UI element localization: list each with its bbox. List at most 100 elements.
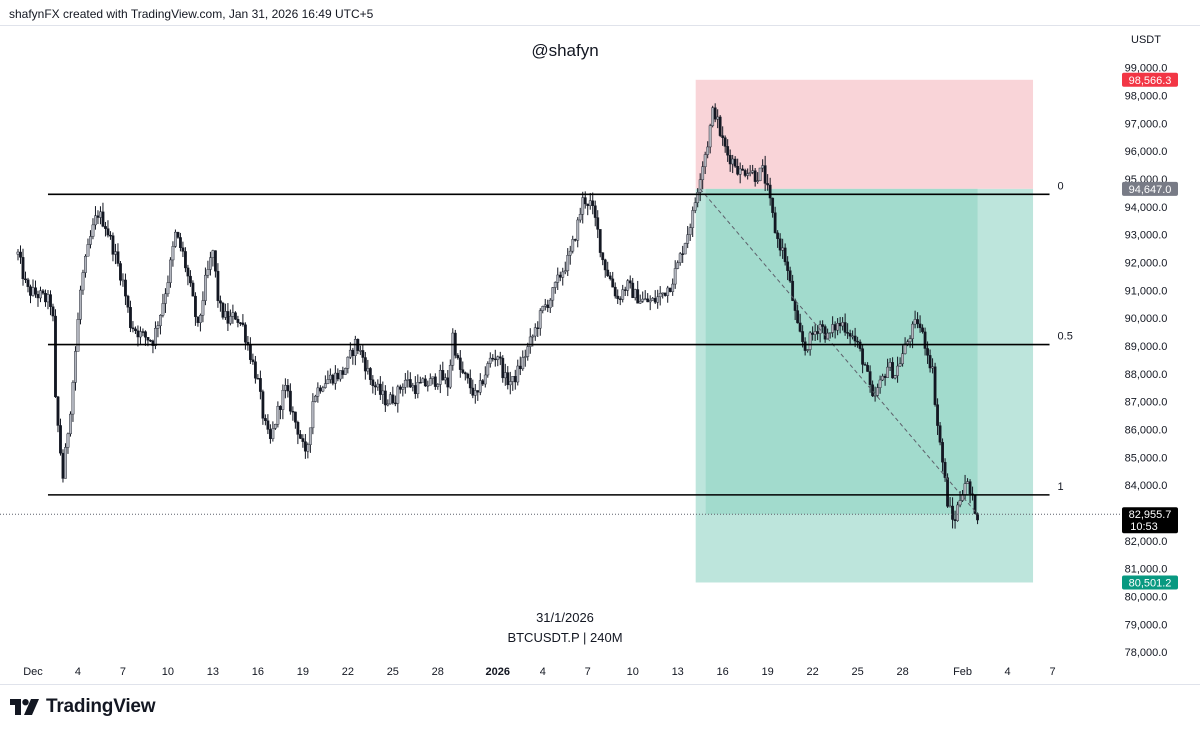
- candle-body: [79, 289, 82, 320]
- candle-body: [718, 116, 722, 136]
- candle: [496, 355, 500, 367]
- candle-body: [406, 379, 410, 381]
- candle-body: [91, 224, 95, 237]
- price-axis[interactable]: 78,000.0 79,000.0 80,000.0 81,000.0 82,000.0…: [1125, 63, 1168, 659]
- candle-body: [953, 519, 957, 521]
- candle: [336, 368, 340, 382]
- candle: [209, 251, 212, 276]
- candle: [651, 296, 655, 301]
- candle: [316, 382, 320, 403]
- candle-body: [156, 325, 160, 329]
- candle-body: [166, 282, 170, 295]
- candle: [786, 256, 790, 281]
- candle: [169, 257, 172, 288]
- tradingview-logo[interactable]: TradingView: [10, 696, 156, 718]
- candle: [366, 359, 370, 375]
- candle-body: [848, 333, 852, 337]
- candle-body: [376, 383, 380, 388]
- candle-body: [443, 377, 447, 381]
- candle-body: [948, 505, 952, 508]
- candle-body: [963, 483, 967, 496]
- candle-body: [209, 257, 212, 270]
- candle-body: [383, 390, 387, 406]
- candle-body: [403, 379, 407, 388]
- candle-body: [109, 234, 112, 237]
- candle-body: [331, 374, 335, 384]
- candle-body: [288, 390, 292, 412]
- candle: [363, 352, 367, 380]
- candle-body: [741, 168, 745, 171]
- candle: [406, 370, 410, 388]
- candle-body: [888, 362, 892, 368]
- axis-currency-label: USDT: [1131, 34, 1161, 46]
- candle-body: [913, 319, 917, 325]
- candle: [358, 345, 362, 356]
- candle-body: [901, 353, 904, 365]
- candle: [518, 356, 522, 376]
- candle-body: [743, 170, 747, 176]
- candle-body: [511, 376, 515, 382]
- candle-body: [428, 378, 432, 386]
- candle-body: [836, 323, 840, 331]
- candle-body: [421, 378, 425, 383]
- candle: [936, 398, 939, 435]
- candle: [856, 336, 860, 348]
- candle-body: [573, 239, 577, 241]
- candle: [683, 242, 687, 255]
- candle: [691, 206, 695, 238]
- candle: [516, 359, 520, 386]
- candle-body: [633, 289, 637, 298]
- candle: [708, 123, 712, 154]
- candle-body: [306, 444, 310, 452]
- time-axis[interactable]: Dec 4 7 10 13 16 19 22 25 28 2026 4 7 10 13 16 19 22 25 28 F…: [23, 666, 1055, 678]
- candle: [99, 206, 102, 225]
- candle-body: [711, 107, 715, 126]
- candle-body: [943, 462, 947, 478]
- candle-body: [273, 424, 277, 429]
- candle-body: [481, 380, 485, 385]
- candle: [756, 172, 760, 184]
- fib-level-label: 0.5: [1058, 331, 1073, 343]
- candle-body: [184, 251, 187, 269]
- candle: [581, 191, 585, 224]
- candle: [553, 281, 557, 294]
- candle: [29, 284, 32, 304]
- candle: [766, 174, 770, 191]
- candle: [164, 288, 167, 313]
- price-tag-bg: [1122, 72, 1178, 87]
- candle-body: [111, 235, 115, 255]
- candle-body: [206, 269, 210, 276]
- candle: [808, 331, 812, 356]
- candle-body: [696, 192, 700, 203]
- candle-body: [34, 287, 37, 295]
- candle-body: [26, 279, 30, 287]
- candle-body: [638, 300, 642, 304]
- candle-body: [626, 280, 630, 291]
- candle-body: [248, 344, 252, 360]
- candle-body: [686, 234, 690, 244]
- candle: [204, 267, 207, 306]
- candle-body: [586, 203, 590, 206]
- candle: [628, 275, 632, 289]
- candle-body: [846, 332, 850, 334]
- candle: [156, 321, 160, 338]
- candle: [941, 438, 944, 472]
- candle: [481, 379, 485, 386]
- time-tick-label: Feb: [953, 666, 972, 678]
- chart-frame[interactable]: 0 0.5 1 @shafyn 31/1/2026 BTCUSDT.P | 240M…: [0, 25, 1200, 685]
- candle-body: [501, 357, 505, 379]
- time-tick-label: 7: [1049, 666, 1055, 678]
- tradingview-logo-text: TradingView: [46, 696, 156, 717]
- candle: [753, 168, 757, 187]
- candle-body: [798, 322, 802, 332]
- candle: [638, 294, 642, 304]
- candle-body: [119, 263, 122, 281]
- candle: [243, 322, 247, 350]
- candle: [196, 316, 200, 327]
- fib-levels-group[interactable]: 00.51: [47, 180, 1073, 496]
- candle-body: [86, 244, 90, 257]
- candle: [388, 392, 392, 405]
- candle-body: [154, 328, 157, 346]
- candle: [328, 368, 332, 384]
- price-chart[interactable]: 00.51 @shafyn 31/1/2026 BTCUSDT.P | 240M…: [0, 26, 1200, 686]
